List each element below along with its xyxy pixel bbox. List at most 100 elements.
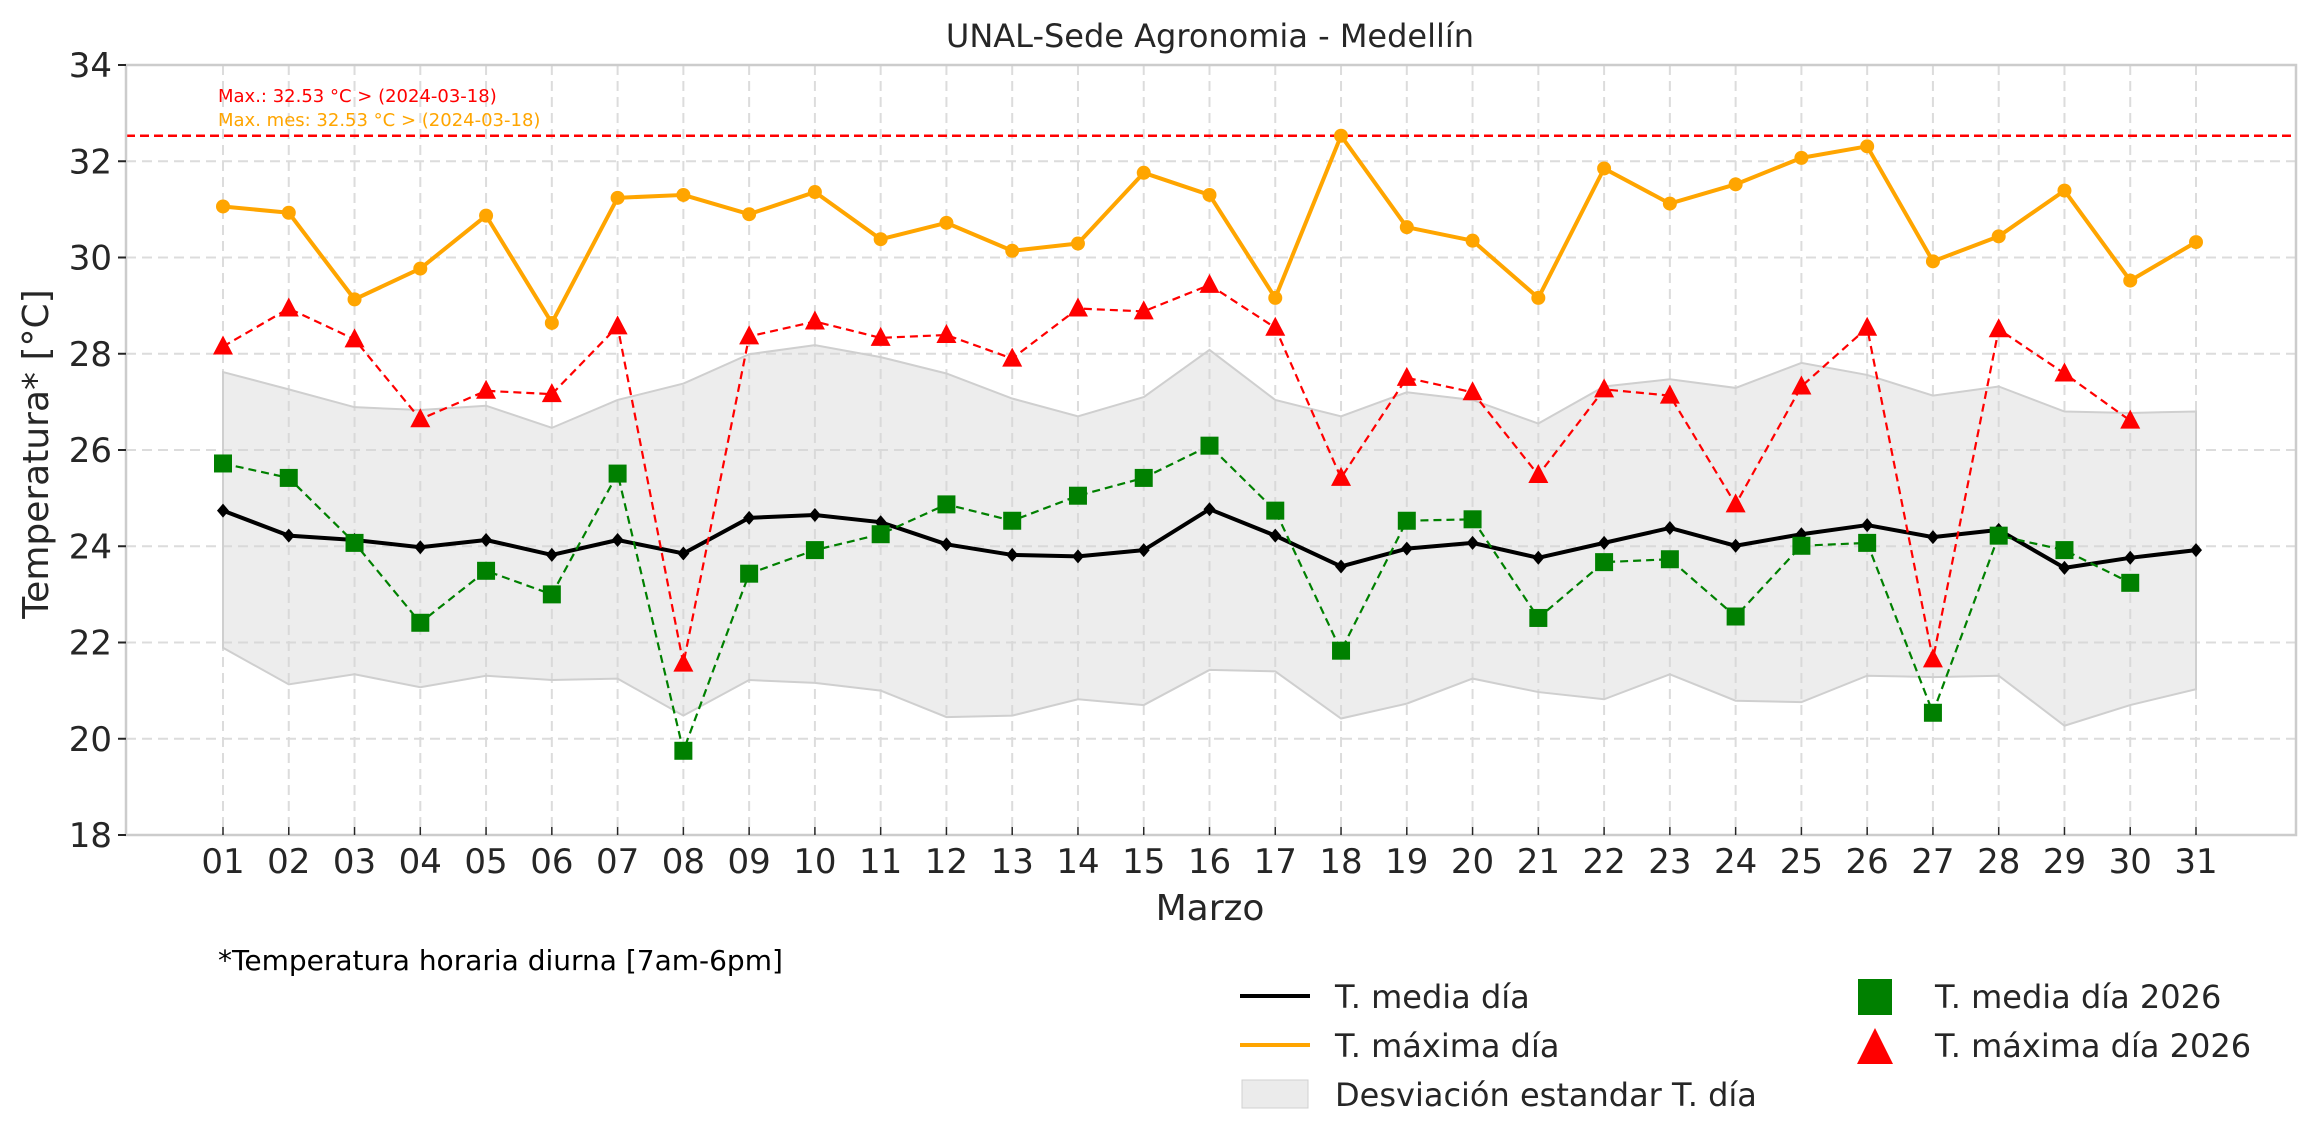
- y-tick-label: 32: [69, 142, 112, 182]
- y-tick-label: 26: [69, 431, 112, 471]
- data-point: [1265, 316, 1286, 336]
- data-point: [1136, 165, 1151, 180]
- data-point: [2058, 560, 2071, 575]
- series-t-m-xima-d-a-2026: [213, 273, 2141, 672]
- data-point: [1989, 526, 2008, 545]
- data-point: [742, 207, 757, 222]
- data-point: [1005, 243, 1020, 258]
- data-point: [213, 335, 233, 355]
- x-tick-label: 21: [1517, 842, 1560, 882]
- std-band-layer: [222, 344, 2197, 727]
- y-tick-label: 30: [69, 239, 112, 279]
- data-point: [1792, 536, 1811, 555]
- data-point: [344, 328, 365, 348]
- data-point: [1729, 538, 1742, 553]
- data-point: [676, 187, 691, 202]
- data-point: [545, 547, 558, 562]
- legend-swatch-max-2026: [1857, 1028, 1893, 1064]
- x-tick-label: 05: [464, 842, 507, 882]
- data-point: [281, 205, 296, 220]
- data-point: [870, 326, 891, 346]
- data-point: [541, 383, 562, 403]
- data-point: [1335, 559, 1348, 574]
- data-point: [1006, 547, 1019, 562]
- data-point: [1466, 535, 1479, 550]
- data-point: [411, 613, 430, 632]
- x-tick-label: 23: [1648, 842, 1691, 882]
- data-point: [610, 190, 625, 205]
- data-point: [544, 315, 559, 330]
- legend-swatch-std: [1241, 1079, 1309, 1109]
- data-point: [1926, 530, 1939, 545]
- data-point: [1663, 520, 1676, 535]
- data-point: [1137, 543, 1150, 558]
- x-tick-label: 04: [399, 842, 442, 882]
- x-axis-label: Marzo: [1156, 888, 1265, 929]
- x-tick-label: 09: [728, 842, 771, 882]
- data-point: [2057, 183, 2072, 198]
- data-point: [1532, 550, 1545, 565]
- data-point: [1595, 553, 1614, 572]
- y-axis-label: Temperatura* [°C]: [16, 289, 57, 619]
- data-point: [1531, 290, 1546, 305]
- data-point: [1202, 187, 1217, 202]
- data-point: [1269, 528, 1282, 543]
- x-tick-label: 08: [662, 842, 705, 882]
- std-band: [222, 344, 2197, 727]
- data-point: [611, 532, 624, 547]
- y-tick-label: 24: [69, 527, 112, 567]
- y-tick-label: 18: [69, 816, 112, 856]
- data-point: [1529, 608, 1548, 627]
- x-tick-label: 07: [596, 842, 639, 882]
- y-tick-label: 28: [69, 335, 112, 375]
- data-point: [1857, 316, 1878, 336]
- x-tick-label: 20: [1451, 842, 1494, 882]
- data-point: [1597, 161, 1612, 176]
- data-point: [1726, 607, 1745, 626]
- legend-swatch-mean-2026: [1858, 979, 1892, 1015]
- x-tick-label: 30: [2109, 842, 2152, 882]
- legend: T. media día T. máxima día Desviación es…: [1240, 978, 2251, 1114]
- data-point: [413, 261, 428, 276]
- data-point: [214, 454, 232, 473]
- data-point: [477, 561, 496, 580]
- data-point: [479, 208, 494, 223]
- x-tick-label: 13: [991, 842, 1034, 882]
- data-point: [674, 741, 693, 760]
- data-point: [608, 464, 627, 483]
- data-point: [1860, 139, 1875, 154]
- x-tick-label: 10: [793, 842, 836, 882]
- data-point: [2189, 235, 2203, 250]
- data-point: [410, 408, 431, 428]
- data-point: [807, 185, 822, 200]
- data-point: [743, 510, 756, 525]
- data-point: [1133, 300, 1154, 320]
- series-t-media-d-a-2026: [214, 436, 2140, 760]
- data-point: [871, 525, 890, 544]
- legend-label-std: Desviación estandar T. día: [1335, 1076, 1757, 1114]
- x-tick-label: 15: [1122, 842, 1165, 882]
- data-point: [345, 533, 364, 552]
- data-point: [1465, 233, 1480, 248]
- data-point: [347, 292, 362, 307]
- data-point: [1002, 347, 1023, 367]
- data-point: [1858, 533, 1877, 552]
- data-point: [1462, 381, 1483, 401]
- data-point: [805, 541, 824, 560]
- x-tick-label: 12: [925, 842, 968, 882]
- legend-label-max-2026: T. máxima día 2026: [1934, 1027, 2251, 1065]
- data-point: [279, 468, 298, 487]
- data-point: [216, 199, 230, 214]
- x-tick-label: 02: [267, 842, 310, 882]
- data-point: [1068, 486, 1087, 505]
- data-point: [476, 379, 497, 399]
- data-point: [1594, 378, 1615, 398]
- data-point: [1794, 150, 1809, 165]
- data-point: [740, 564, 759, 583]
- data-point: [2124, 550, 2137, 565]
- x-tick-label: 17: [1254, 842, 1297, 882]
- data-point: [1334, 128, 1349, 143]
- y-tick-label: 34: [69, 46, 112, 86]
- data-point: [1200, 436, 1219, 455]
